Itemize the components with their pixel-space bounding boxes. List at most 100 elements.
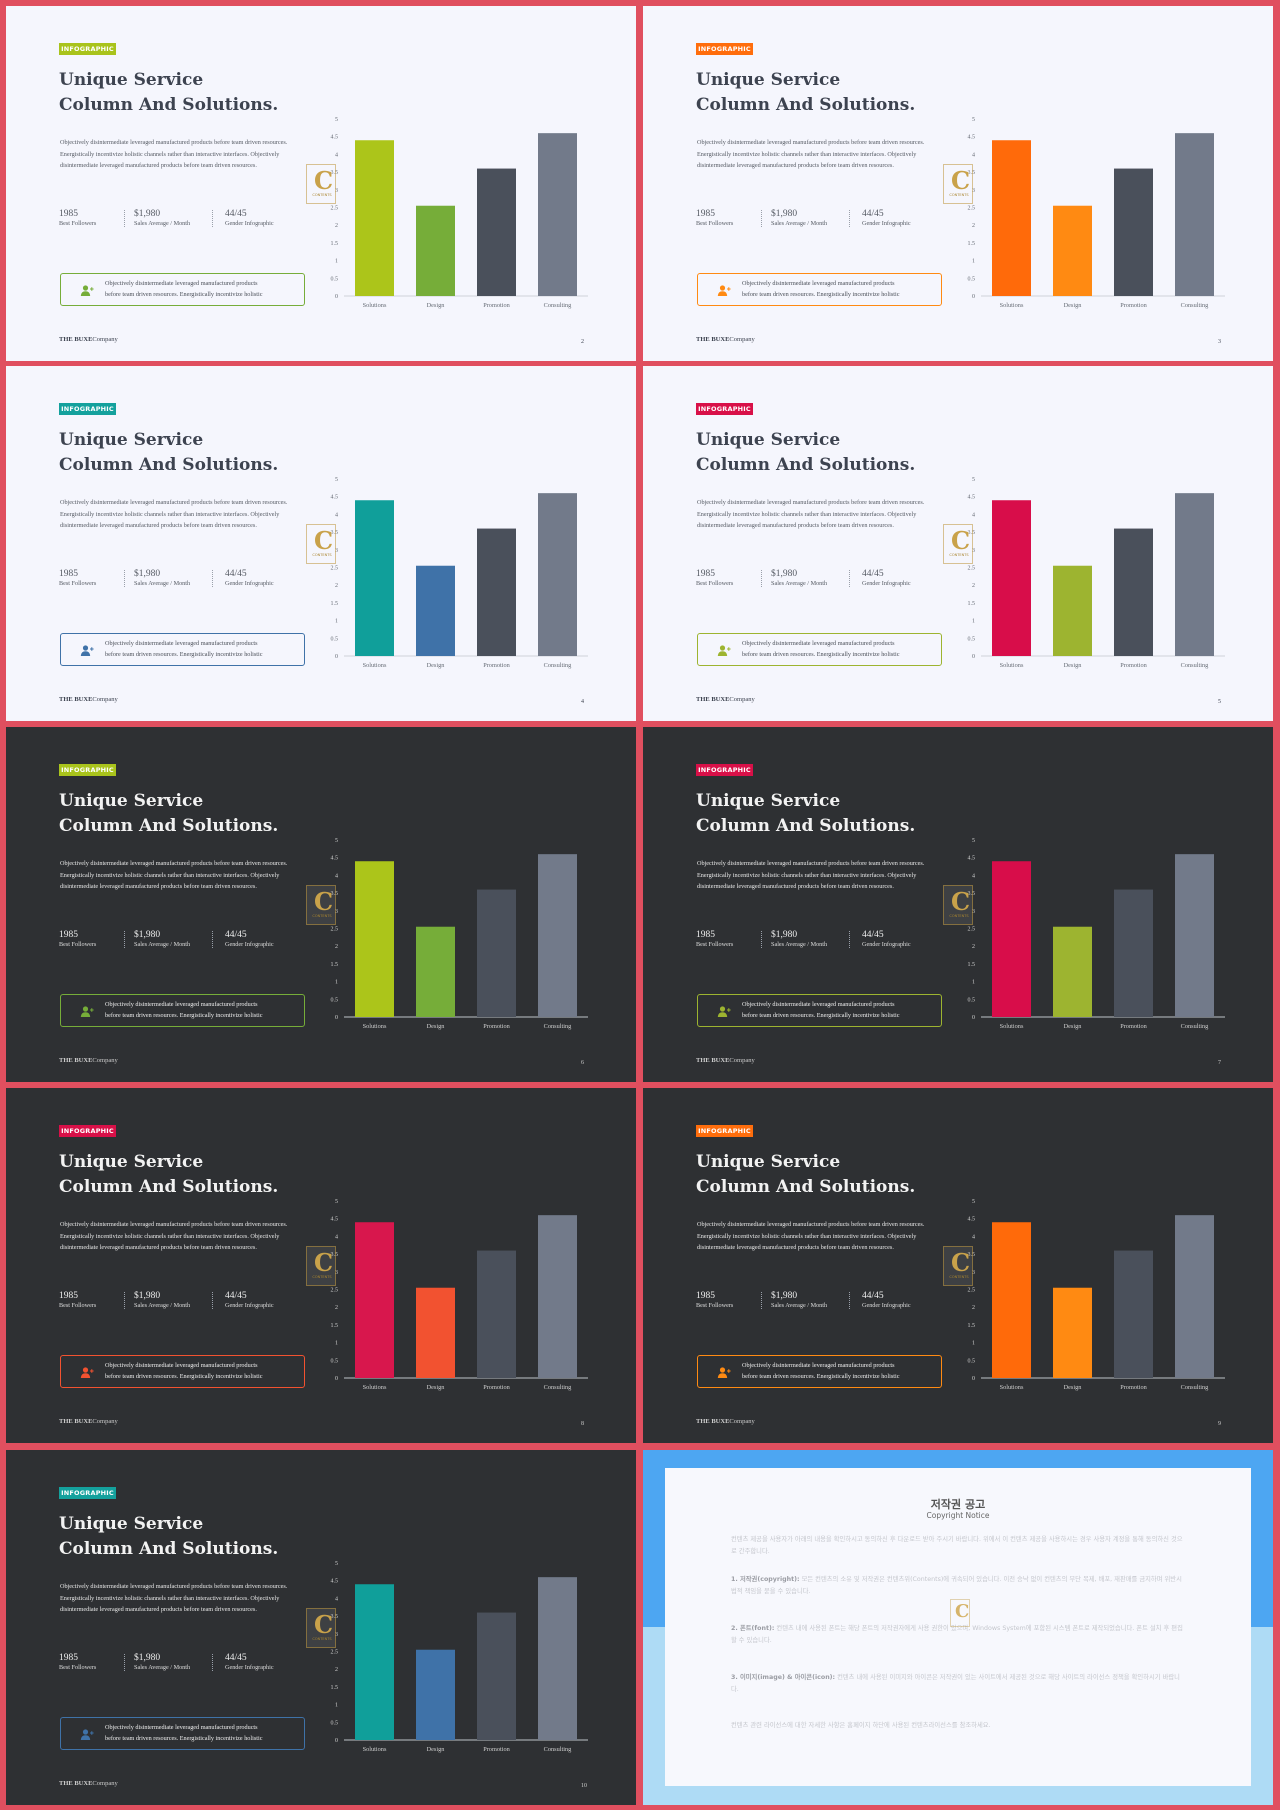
stat-divider [212, 210, 213, 227]
company-brand: THE BUXECompany [59, 696, 118, 703]
stat-divider [212, 1292, 213, 1309]
y-tick-label: 4 [972, 152, 975, 158]
y-tick-label: 4 [972, 873, 975, 879]
y-tick-label: 5 [335, 838, 338, 844]
infographic-tag: INFOGRAPHIC [59, 1125, 116, 1137]
x-tick-label: Solutions [1000, 1023, 1024, 1030]
y-tick-label: 4.5 [968, 495, 976, 501]
y-tick-label: 5 [335, 1561, 338, 1567]
bar-design [1053, 565, 1092, 656]
stat-2: $1,980 Sales Average / Month [134, 1291, 190, 1310]
y-tick-label: 0.5 [968, 997, 976, 1003]
stat-label: Gender Infographic [225, 941, 274, 948]
stat-label: Sales Average / Month [771, 580, 828, 587]
stat-3: 44/45 Gender Infographic [862, 569, 911, 588]
user-add-icon[interactable] [80, 283, 94, 297]
title-line-1: Unique Service [696, 430, 841, 450]
stat-3: 44/45 Gender Infographic [862, 930, 911, 949]
user-add-icon[interactable] [80, 643, 94, 657]
user-add-icon[interactable] [80, 1365, 94, 1379]
y-tick-label: 3.5 [968, 170, 976, 176]
x-tick-label: Solutions [363, 302, 387, 309]
stat-2: $1,980 Sales Average / Month [134, 209, 190, 228]
x-tick-label: Consulting [544, 1023, 572, 1030]
y-tick-label: 0.5 [331, 636, 339, 642]
user-add-icon[interactable] [717, 1365, 731, 1379]
infographic-tag: INFOGRAPHIC [59, 43, 116, 55]
stat-divider [849, 210, 850, 227]
stat-divider [849, 1292, 850, 1309]
callout-line-2: before team driven resources. Energistic… [105, 1012, 263, 1019]
y-tick-label: 1 [335, 1703, 338, 1709]
y-tick-label: 2 [335, 583, 338, 589]
brand-bold: THE BUXE [59, 696, 93, 703]
callout-text: Objectively disintermediate leveraged ma… [742, 999, 937, 1021]
y-tick-label: 5 [972, 477, 975, 483]
copyright-slide: 저작권 공고 Copyright Notice 컨텐츠 제공을 사용자가 아래의… [643, 1450, 1273, 1805]
y-tick-label: 1 [335, 1341, 338, 1347]
callout-box: Objectively disintermediate leveraged ma… [697, 273, 942, 306]
stat-label: Sales Average / Month [134, 1302, 191, 1309]
y-tick-label: 3.5 [331, 1614, 339, 1620]
stat-3: 44/45 Gender Infographic [225, 209, 274, 228]
title-line-1: Unique Service [59, 1514, 204, 1534]
watermark-letter: C [951, 1248, 971, 1277]
y-tick-label: 0 [972, 654, 975, 660]
x-tick-label: Consulting [544, 662, 572, 669]
y-tick-label: 1 [335, 619, 338, 625]
stat-2: $1,980 Sales Average / Month [771, 569, 827, 588]
user-add-icon[interactable] [717, 1004, 731, 1018]
stat-value: 1985 [59, 1291, 78, 1301]
watermark-letter: C [314, 1610, 334, 1639]
x-tick-label: Promotion [483, 1746, 510, 1753]
stat-divider [212, 570, 213, 587]
callout-text: Objectively disintermediate leveraged ma… [105, 278, 300, 300]
y-tick-label: 0 [972, 1015, 975, 1021]
brand-rest: Company [92, 1057, 118, 1064]
y-tick-label: 3.5 [331, 170, 339, 176]
stat-2: $1,980 Sales Average / Month [134, 930, 190, 949]
infographic-tag: INFOGRAPHIC [59, 764, 116, 776]
user-add-icon[interactable] [717, 643, 731, 657]
stat-3: 44/45 Gender Infographic [225, 1653, 274, 1672]
y-tick-label: 4 [335, 1234, 338, 1240]
x-tick-label: Promotion [1120, 662, 1147, 669]
callout-line-1: Objectively disintermediate leveraged ma… [742, 640, 895, 647]
watermark-logo: C CONTENTS [306, 164, 336, 204]
copyright-card: 저작권 공고 Copyright Notice 컨텐츠 제공을 사용자가 아래의… [665, 1468, 1251, 1786]
watermark-text: CONTENTS [949, 193, 969, 197]
user-add-icon[interactable] [717, 283, 731, 297]
x-tick-label: Promotion [1120, 1384, 1147, 1391]
stat-1: 1985 Best Followers [59, 1653, 96, 1672]
y-tick-label: 3 [972, 188, 975, 194]
y-tick-label: 4.5 [331, 1217, 339, 1223]
y-tick-label: 1.5 [968, 601, 976, 607]
bar-promotion [477, 1612, 516, 1740]
user-add-icon[interactable] [80, 1727, 94, 1741]
title-line-1: Unique Service [696, 791, 841, 811]
y-tick-label: 1.5 [331, 962, 339, 968]
title-line-2: Column And Solutions. [59, 455, 279, 475]
company-brand: THE BUXECompany [696, 1057, 755, 1064]
stat-value: $1,980 [771, 1291, 798, 1301]
y-tick-label: 1 [972, 259, 975, 265]
bar-chart: 0 0.5 1 1.5 2 2.5 3 3.5 4 4.5 5 Solutions Design Prom… [968, 838, 1225, 1030]
description-text: Objectively disintermediate leveraged ma… [60, 499, 288, 529]
x-tick-label: Solutions [363, 1023, 387, 1030]
user-add-icon[interactable] [80, 1004, 94, 1018]
callout-line-2: before team driven resources. Energistic… [742, 651, 900, 658]
stat-label: Best Followers [696, 580, 734, 587]
stat-divider [124, 1654, 125, 1671]
x-tick-label: Design [427, 662, 446, 669]
stat-3: 44/45 Gender Infographic [225, 569, 274, 588]
y-tick-label: 1.5 [331, 1685, 339, 1691]
bar-solutions [355, 140, 394, 296]
x-tick-label: Solutions [363, 662, 387, 669]
watermark-text: CONTENTS [312, 1275, 332, 1279]
bar-consulting [538, 133, 577, 296]
brand-rest: Company [92, 1418, 118, 1425]
stat-value: 44/45 [862, 569, 884, 579]
infographic-tag: INFOGRAPHIC [59, 403, 116, 415]
y-tick-label: 0.5 [968, 1358, 976, 1364]
brand-rest: Company [729, 1057, 755, 1064]
